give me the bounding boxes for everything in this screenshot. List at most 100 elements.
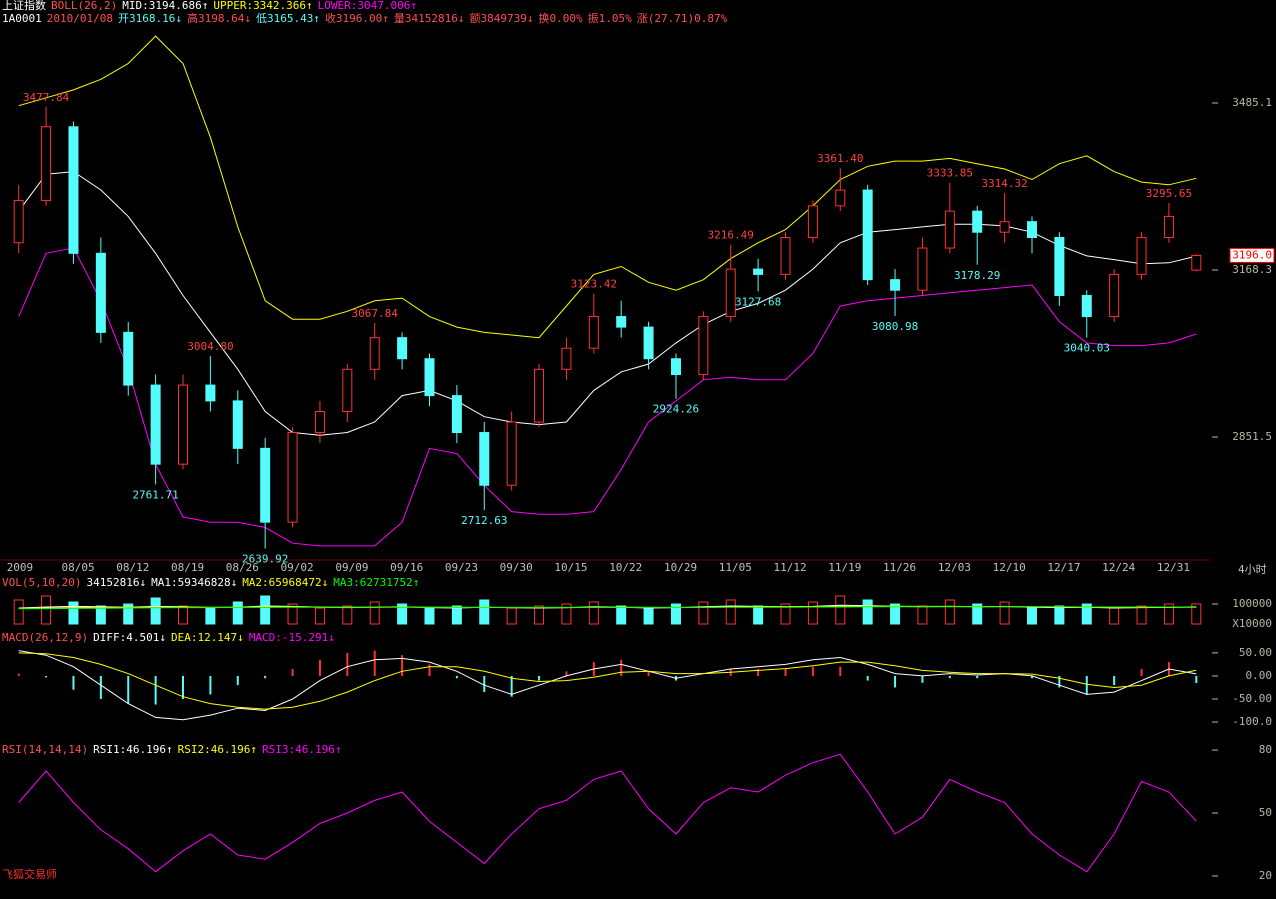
volume-bar [917, 605, 928, 625]
volume-bar [588, 601, 599, 625]
extreme-label: 3295.65 [1146, 187, 1192, 200]
y-tick-label: -50.00 [1232, 692, 1272, 705]
volume-bar [753, 605, 764, 625]
candle-body [588, 316, 599, 349]
candle-body [287, 432, 298, 523]
candle-body [451, 395, 462, 434]
volume-bar [95, 605, 106, 625]
extreme-label: 3361.40 [817, 152, 863, 165]
legend-entry: MA3:62731752↑ [333, 576, 420, 589]
indicator-line [18, 652, 1197, 710]
extreme-label: 3178.29 [954, 269, 1000, 282]
quote-field: 高3198.64↓ [186, 12, 251, 25]
candle-body [41, 126, 52, 202]
candle-body [1191, 254, 1202, 271]
candle-body [862, 189, 873, 281]
volume-bar [670, 603, 681, 625]
candle-body [643, 326, 654, 360]
quote-field: 换0.00% [538, 12, 583, 25]
extreme-label: 3477.84 [23, 91, 70, 104]
x-tick-label: 12/31 [1157, 561, 1190, 574]
candle-body [999, 221, 1010, 233]
candle-body [369, 337, 380, 370]
legend-entry: DIFF:4.501↓ [93, 631, 166, 644]
volume-bar [506, 607, 517, 625]
volume-bar [369, 601, 380, 625]
extreme-label: 3004.80 [187, 340, 233, 353]
candle-body [314, 410, 325, 434]
legend-entry: RSI3:46.196↑ [262, 743, 342, 756]
legend-entry: UPPER:3342.366↑ [213, 0, 313, 12]
volume-bar [150, 597, 161, 625]
x-tick-label: 12/03 [938, 561, 971, 574]
y-tick-label: 0.00 [1246, 669, 1273, 682]
volume-header: VOL(5,10,20) 34152816↓ MA1:59346828↓ MA2:65… [2, 577, 424, 589]
x-tick-label: 08/12 [116, 561, 149, 574]
extreme-label: 2924.26 [653, 403, 699, 416]
candle-body [561, 347, 572, 370]
volume-bar [123, 603, 134, 625]
legend-entry: MACD:-15.291↓ [248, 631, 335, 644]
candle-body [807, 205, 818, 238]
quote-field: 涨(27.71)0.87% [636, 12, 728, 25]
volume-bar [1191, 603, 1202, 625]
volume-bar [862, 599, 873, 625]
extreme-label: 3333.85 [927, 167, 973, 180]
x-tick-label: 11/19 [828, 561, 861, 574]
x-tick-label: 10/15 [554, 561, 587, 574]
volume-bar [68, 601, 79, 625]
y-tick-label: 20 [1259, 869, 1272, 882]
y-tick-label: -100.0 [1232, 715, 1272, 728]
indicator-name: VOL(5,10,20) [2, 576, 82, 589]
price-header: 上证指数 BOLL(26,2) MID:3194.686↑ UPPER:3342.36… [2, 0, 422, 12]
volume-bar [1054, 605, 1065, 625]
volume-bar [205, 607, 216, 625]
x-tick-label: 11/12 [774, 561, 807, 574]
volume-bar [260, 595, 271, 625]
quote-field: 振1.05% [587, 12, 632, 25]
extreme-label: 2639.92 [242, 553, 288, 566]
candle-body [753, 268, 764, 275]
volume-bar [1163, 603, 1174, 625]
legend-entry: MA1:59346828↓ [151, 576, 238, 589]
extreme-label: 2712.63 [461, 514, 507, 527]
legend-entry: LOWER:3047.006↑ [317, 0, 418, 12]
code: 1A0001 [2, 12, 42, 25]
volume-bar [479, 599, 490, 625]
x-tick-label: 08/05 [61, 561, 94, 574]
indicator-line [18, 35, 1197, 339]
x-tick-label: 11/26 [883, 561, 916, 574]
date: 2010/01/08 [46, 12, 113, 25]
candle-body [835, 189, 846, 207]
y-tick-label: 100000 [1232, 597, 1272, 610]
candle-body [1136, 236, 1147, 275]
candle-body [917, 247, 928, 291]
x-tick-label: 10/29 [664, 561, 697, 574]
volume-bar [725, 599, 736, 625]
indicator-line [18, 247, 1197, 547]
candle-body [1054, 236, 1065, 296]
volume-bar [999, 601, 1010, 625]
quote-header: 1A0001 2010/01/08 开3168.16↓ 高3198.64↓ 低3165.… [2, 13, 732, 25]
volume-bar [698, 601, 709, 625]
quote-field: 收3196.00↑ [324, 12, 389, 25]
candle-body [534, 368, 545, 423]
y-tick-label: 2851.5 [1232, 430, 1272, 443]
candle-body [342, 368, 353, 412]
x-tick-label: 10/22 [609, 561, 642, 574]
candle-body [479, 432, 490, 486]
extreme-label: 3040.03 [1064, 342, 1110, 355]
candle-body [1109, 273, 1120, 318]
last-price-box [1229, 247, 1275, 263]
volume-bar [616, 605, 627, 625]
legend-entry: RSI1:46.196↑ [93, 743, 173, 756]
candle-body [95, 252, 106, 333]
y-tick-label: 50.00 [1239, 646, 1272, 659]
x-tick-label: 08/19 [171, 561, 204, 574]
candle-body [150, 384, 161, 465]
volume-bar [944, 599, 955, 625]
extreme-label: 3314.32 [981, 177, 1027, 190]
volume-bar [890, 603, 901, 625]
